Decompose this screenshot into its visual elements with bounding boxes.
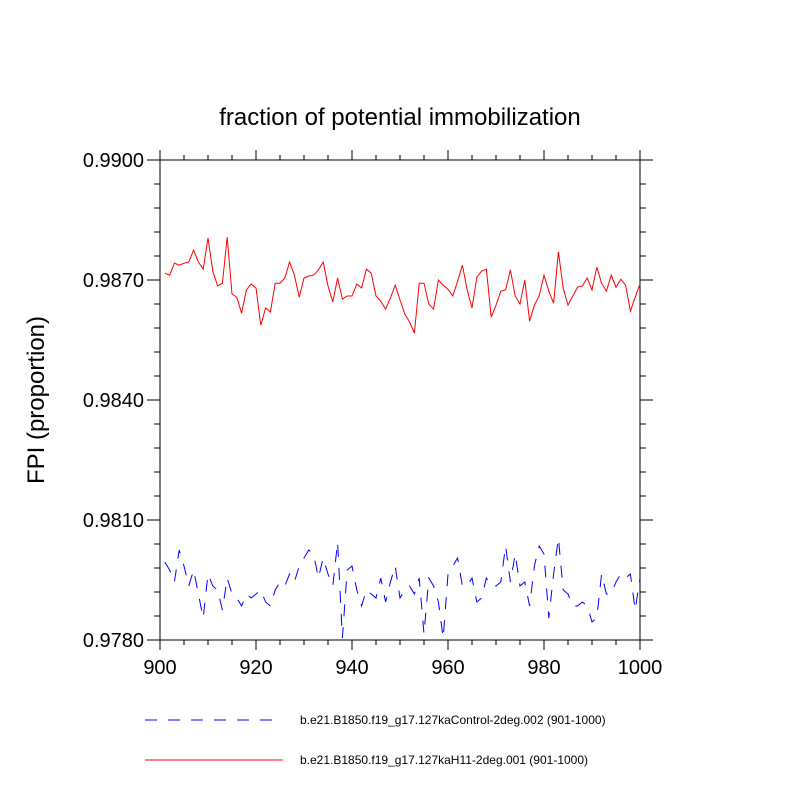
x-tick-label: 960 [431, 657, 464, 679]
y-axis-label: FPI (proportion) [23, 316, 50, 484]
y-tick-label: 0.9780 [83, 630, 144, 652]
y-tick-label: 0.9870 [83, 270, 144, 292]
legend-label: b.e21.B1850.f19_g17.127kaH11-2deg.001 (9… [300, 753, 588, 767]
x-tick-label: 980 [527, 657, 560, 679]
legend-label: b.e21.B1850.f19_g17.127kaControl-2deg.00… [300, 713, 606, 727]
series-line-control [164, 537, 641, 639]
y-tick-label: 0.9810 [83, 510, 144, 532]
x-tick-label: 1000 [618, 657, 663, 679]
chart-title: fraction of potential immobilization [219, 104, 581, 131]
plot-frame [159, 159, 641, 641]
axis-tick-labels: 900 920 940 960 980 1000 0.9780 0.9810 0.9840 0.9… [83, 150, 662, 679]
x-tick-label: 900 [143, 657, 176, 679]
legend: b.e21.B1850.f19_g17.127kaControl-2deg.00… [145, 713, 606, 767]
x-tick-label: 920 [239, 657, 272, 679]
series-group [164, 237, 641, 639]
x-tick-label: 940 [335, 657, 368, 679]
y-tick-label: 0.9840 [83, 390, 144, 412]
y-tick-label: 0.9900 [83, 150, 144, 172]
series-line-h11 [164, 237, 641, 334]
axis-ticks [147, 150, 653, 650]
